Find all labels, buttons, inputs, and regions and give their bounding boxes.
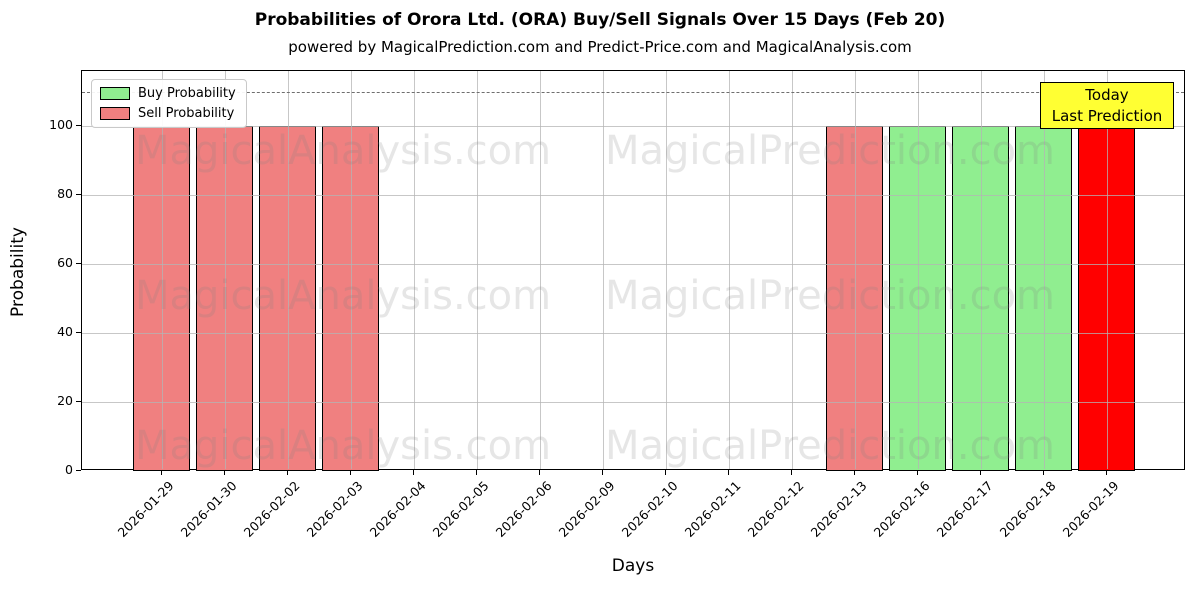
y-tick-label: 60 xyxy=(57,255,73,271)
x-tick-label: 2026-02-02 xyxy=(240,478,303,540)
y-tick-label: 80 xyxy=(57,186,73,202)
threshold-dashed-line xyxy=(82,91,1184,93)
x-tick-label: 2026-01-30 xyxy=(177,478,240,540)
chart-title: Probabilities of Orora Ltd. (ORA) Buy/Se… xyxy=(254,10,946,30)
y-tick-label: 0 xyxy=(65,462,73,477)
y-axis-label: Probability xyxy=(8,227,28,317)
x-tick-mark xyxy=(1105,470,1107,475)
gridline-vertical xyxy=(539,71,541,469)
today-annotation-line2: Last Prediction xyxy=(1051,106,1163,125)
x-tick-mark xyxy=(349,470,351,475)
x-tick-mark xyxy=(979,470,981,475)
x-tick-label: 2026-02-03 xyxy=(303,478,366,540)
gridline-vertical xyxy=(1106,71,1108,469)
y-tick-mark xyxy=(76,401,81,403)
x-tick-mark xyxy=(160,470,162,475)
bar-buy xyxy=(952,126,1009,471)
bar-sell xyxy=(322,126,379,471)
x-tick-label: 2026-02-17 xyxy=(933,478,996,540)
x-tick-mark xyxy=(727,470,729,475)
gridline-vertical xyxy=(791,71,793,469)
gridline-horizontal xyxy=(82,195,1184,197)
x-tick-label: 2026-02-09 xyxy=(555,478,618,540)
y-tick-mark xyxy=(76,332,81,334)
legend-item-buy: Buy Probability xyxy=(100,86,236,101)
chart-subtitle: powered by MagicalPrediction.com and Pre… xyxy=(288,38,912,56)
x-tick-label: 2026-01-29 xyxy=(114,478,177,540)
x-tick-label: 2026-02-06 xyxy=(492,478,555,540)
plot-area: Buy Probability Sell Probability Today L… xyxy=(81,70,1185,471)
y-tick-mark xyxy=(76,125,81,127)
x-tick-mark xyxy=(223,470,225,475)
gridline-vertical xyxy=(287,71,289,469)
x-tick-mark xyxy=(286,470,288,475)
y-tick-mark xyxy=(76,470,81,472)
y-tick-label: 40 xyxy=(57,324,73,340)
buy-swatch-icon xyxy=(100,87,130,100)
x-tick-label: 2026-02-19 xyxy=(1059,478,1122,540)
gridline-horizontal xyxy=(82,402,1184,404)
gridline-vertical xyxy=(854,71,856,469)
x-tick-mark xyxy=(601,470,603,475)
gridline-vertical xyxy=(413,71,415,469)
legend-item-sell: Sell Probability xyxy=(100,106,236,121)
legend-label-buy: Buy Probability xyxy=(138,86,236,101)
x-tick-mark xyxy=(475,470,477,475)
gridline-horizontal xyxy=(82,264,1184,266)
y-tick-label: 100 xyxy=(49,117,73,133)
y-tick-mark xyxy=(76,194,81,196)
gridline-vertical xyxy=(728,71,730,469)
x-tick-mark xyxy=(538,470,540,475)
bar-sell xyxy=(826,126,883,471)
bar-buy xyxy=(1015,126,1072,471)
x-tick-mark xyxy=(916,470,918,475)
bar-sell xyxy=(259,126,316,471)
x-tick-label: 2026-02-10 xyxy=(618,478,681,540)
x-tick-mark xyxy=(853,470,855,475)
y-tick-mark xyxy=(76,263,81,265)
legend-label-sell: Sell Probability xyxy=(138,106,235,121)
gridline-vertical xyxy=(350,71,352,469)
gridline-vertical xyxy=(224,71,226,469)
sell-swatch-icon xyxy=(100,107,130,120)
bar-sell xyxy=(133,126,190,471)
gridline-vertical xyxy=(917,71,919,469)
gridline-vertical xyxy=(476,71,478,469)
x-axis-label: Days xyxy=(611,556,655,576)
x-tick-label: 2026-02-12 xyxy=(744,478,807,540)
x-tick-label: 2026-02-13 xyxy=(807,478,870,540)
x-tick-mark xyxy=(412,470,414,475)
gridline-horizontal xyxy=(82,333,1184,335)
bar-buy xyxy=(889,126,946,471)
gridline-vertical xyxy=(602,71,604,469)
x-tick-label: 2026-02-05 xyxy=(429,478,492,540)
gridline-horizontal xyxy=(82,126,1184,128)
gridline-vertical xyxy=(161,71,163,469)
gridline-vertical xyxy=(980,71,982,469)
x-tick-label: 2026-02-04 xyxy=(366,478,429,540)
gridline-vertical xyxy=(1043,71,1045,469)
y-tick-label: 20 xyxy=(57,393,73,409)
gridline-vertical xyxy=(665,71,667,469)
x-tick-label: 2026-02-16 xyxy=(870,478,933,540)
today-annotation: Today Last Prediction xyxy=(1040,82,1174,129)
x-tick-label: 2026-02-11 xyxy=(681,478,744,540)
today-annotation-line1: Today xyxy=(1085,86,1129,105)
legend: Buy Probability Sell Probability xyxy=(91,79,247,128)
x-tick-mark xyxy=(790,470,792,475)
bar-sell xyxy=(196,126,253,471)
x-tick-mark xyxy=(1042,470,1044,475)
x-tick-mark xyxy=(664,470,666,475)
x-tick-label: 2026-02-18 xyxy=(996,478,1059,540)
